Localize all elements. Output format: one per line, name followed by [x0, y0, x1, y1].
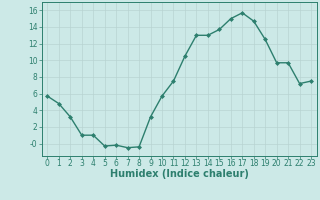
X-axis label: Humidex (Indice chaleur): Humidex (Indice chaleur): [110, 169, 249, 179]
